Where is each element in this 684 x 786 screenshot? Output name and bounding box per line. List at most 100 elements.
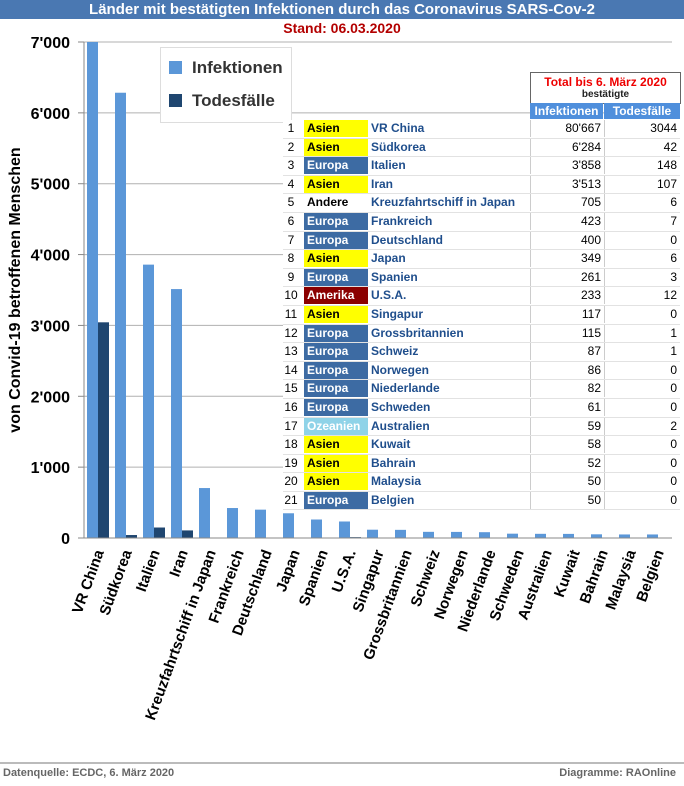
row-deaths: 0 xyxy=(604,473,680,491)
row-deaths: 42 xyxy=(604,138,680,156)
row-infections: 58 xyxy=(530,436,604,454)
row-country: Kreuzfahrtschiff in Japan xyxy=(371,195,516,210)
row-rank: 11 xyxy=(284,306,298,321)
table-row: 13 Europa Schweiz 87 1 xyxy=(283,343,680,362)
legend-label: Todesfälle xyxy=(192,91,275,110)
legend-swatch xyxy=(169,61,182,74)
bar-infektionen xyxy=(227,508,238,538)
row-country: Niederlande xyxy=(371,381,440,396)
table-row: 12 Europa Grossbritannien 115 1 xyxy=(283,324,680,344)
row-continent: Ozeanien xyxy=(304,417,368,435)
row-continent: Asien xyxy=(304,436,368,454)
row-country: Kuwait xyxy=(371,437,411,452)
row-infections: 233 xyxy=(530,287,604,305)
x-tick-label: Japan xyxy=(273,548,304,595)
table-row: 21 Europa Belgien 50 0 xyxy=(283,491,680,511)
table-title: Total bis 6. März 2020 xyxy=(544,75,667,89)
row-rank: 5 xyxy=(287,195,295,210)
legend-item-infektionen: Infektionen xyxy=(169,58,283,78)
row-deaths: 2 xyxy=(604,417,680,435)
table-row: 9 Europa Spanien 261 3 xyxy=(283,268,680,288)
bar-todesfaelle xyxy=(98,322,109,538)
row-infections: 52 xyxy=(530,454,604,472)
row-continent: Europa xyxy=(304,212,368,230)
table-row: 10 Amerika U.S.A. 233 12 xyxy=(283,287,680,306)
row-rank: 13 xyxy=(284,344,298,359)
row-infections: 6'284 xyxy=(530,138,604,156)
row-deaths: 0 xyxy=(604,361,680,379)
row-rank: 4 xyxy=(287,176,295,191)
row-country: Belgien xyxy=(371,492,415,507)
row-country: Schweden xyxy=(371,399,431,414)
row-continent: Asien xyxy=(304,305,368,323)
x-tick-label: Iran xyxy=(166,548,191,580)
footer-source: Datenquelle: ECDC, 6. März 2020 xyxy=(3,767,175,779)
row-continent: Europa xyxy=(304,231,368,249)
row-country: Italien xyxy=(371,158,406,173)
row-deaths: 0 xyxy=(604,491,680,509)
row-infections: 87 xyxy=(530,343,604,361)
row-continent: Europa xyxy=(304,343,368,361)
row-infections: 400 xyxy=(530,231,604,249)
row-rank: 7 xyxy=(287,232,295,247)
row-country: Deutschland xyxy=(371,232,444,247)
row-country: Iran xyxy=(371,176,394,191)
row-rank: 12 xyxy=(284,325,298,340)
bar-todesfaelle xyxy=(182,530,193,538)
row-infections: 3'513 xyxy=(530,175,604,193)
row-continent: Asien xyxy=(304,175,368,193)
table-row: 1 Asien VR China 80'667 3044 xyxy=(283,120,680,139)
row-rank: 20 xyxy=(284,474,298,489)
y-tick-label: 2'000 xyxy=(31,389,71,406)
row-deaths: 7 xyxy=(604,212,680,230)
row-rank: 1 xyxy=(287,121,295,135)
row-deaths: 0 xyxy=(604,436,680,454)
row-continent: Europa xyxy=(304,268,368,286)
row-infections: 59 xyxy=(530,417,604,435)
row-deaths: 1 xyxy=(604,324,680,342)
row-continent: Asien xyxy=(304,250,368,268)
row-rank: 3 xyxy=(287,158,295,173)
row-country: Japan xyxy=(371,251,406,266)
row-deaths: 107 xyxy=(604,175,680,193)
row-country: U.S.A. xyxy=(371,288,407,303)
row-continent: Europa xyxy=(304,361,368,379)
chart-subtitle: Stand: 06.03.2020 xyxy=(283,20,401,36)
row-deaths: 148 xyxy=(604,157,680,175)
row-country: Frankreich xyxy=(371,213,433,228)
row-deaths: 3 xyxy=(604,268,680,286)
row-deaths: 6 xyxy=(604,194,680,212)
bar-infektionen xyxy=(87,42,98,538)
y-tick-label: 5'000 xyxy=(31,177,71,194)
bar-todesfaelle xyxy=(126,535,137,538)
row-rank: 15 xyxy=(284,381,298,396)
y-tick-label: 4'000 xyxy=(31,248,71,265)
bar-todesfaelle xyxy=(154,527,165,538)
table-body: 1 Asien VR China 80'667 3044 2 Asien Südkorea 6'… xyxy=(283,120,680,511)
row-country: Malaysia xyxy=(371,474,422,489)
row-continent: Amerika xyxy=(304,287,368,305)
row-rank: 19 xyxy=(284,455,298,470)
x-tick-label: U.S.A. xyxy=(329,548,360,595)
y-tick-label: 6'000 xyxy=(31,106,71,123)
legend-label: Infektionen xyxy=(192,58,283,77)
bar-infektionen xyxy=(311,519,322,538)
bar-infektionen xyxy=(563,533,574,538)
bar-infektionen xyxy=(395,529,406,538)
row-rank: 9 xyxy=(287,269,295,284)
row-deaths: 0 xyxy=(604,231,680,249)
bar-infektionen xyxy=(479,532,490,538)
row-rank: 18 xyxy=(284,437,298,452)
row-deaths: 6 xyxy=(604,250,680,268)
table-row: 5 Andere Kreuzfahrtschiff in Japan 705 6 xyxy=(283,194,680,213)
footer-divider xyxy=(0,762,684,764)
y-tick-label: 0 xyxy=(61,531,70,548)
row-country: Norwegen xyxy=(371,362,430,377)
row-infections: 86 xyxy=(530,361,604,379)
row-infections: 423 xyxy=(530,212,604,230)
bar-infektionen xyxy=(619,534,630,538)
table-row: 17 Ozeanien Australien 59 2 xyxy=(283,417,680,437)
table-subtitle: bestätigte xyxy=(581,89,630,100)
legend: Infektionen Todesfälle xyxy=(160,47,292,123)
row-rank: 21 xyxy=(284,492,298,507)
